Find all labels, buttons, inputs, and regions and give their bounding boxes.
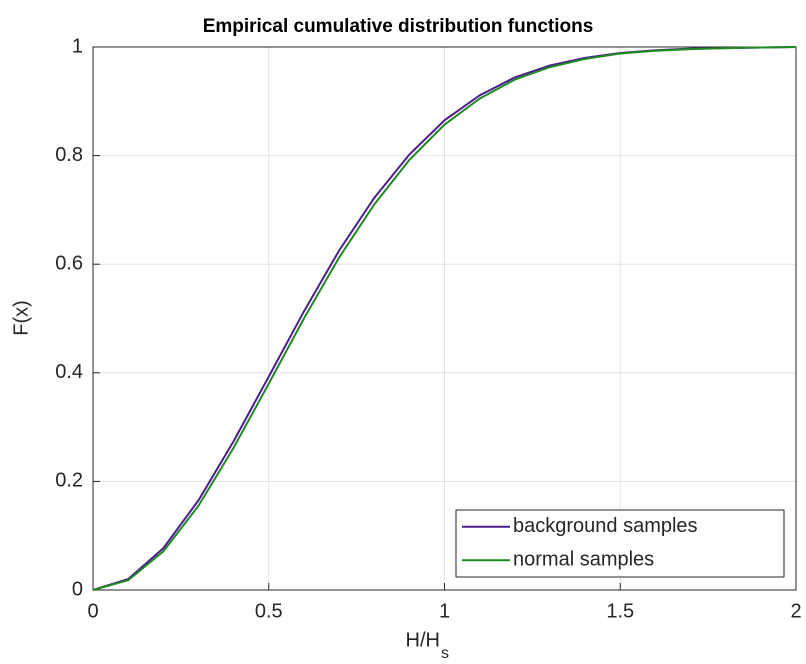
x-tick-label: 0 <box>87 600 98 622</box>
y-tick-label: 0 <box>72 578 83 600</box>
y-tick-label: 0.2 <box>55 470 83 492</box>
axes-box <box>92 46 797 591</box>
x-tick-label: 2 <box>790 600 801 622</box>
legend-label: normal samples <box>513 549 654 571</box>
series-line <box>92 46 797 591</box>
y-tick-label: 0.4 <box>55 361 83 383</box>
y-tick-label: 1 <box>72 35 83 57</box>
legend-label: background samples <box>513 515 698 537</box>
x-tick-label: 1.5 <box>606 600 634 622</box>
x-tick-label: 0.5 <box>255 600 283 622</box>
y-axis-label: F(x) <box>10 300 32 336</box>
y-tick-label: 0.6 <box>55 252 83 274</box>
x-axis-label: H/H <box>406 629 440 651</box>
chart-title: Empirical cumulative distribution functi… <box>203 16 594 37</box>
x-tick-label: 1 <box>439 600 450 622</box>
x-axis-label-subscript: s <box>441 645 449 662</box>
y-tick-label: 0.8 <box>55 144 83 166</box>
legend-box <box>455 509 785 578</box>
